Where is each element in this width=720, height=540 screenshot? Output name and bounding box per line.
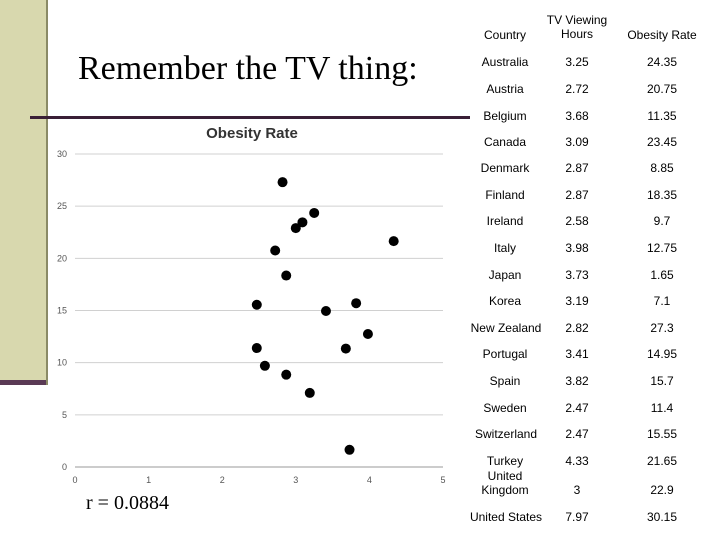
- data-point: [281, 270, 292, 281]
- data-point: [277, 177, 288, 188]
- cell-country: New Zealand: [470, 321, 542, 335]
- cell-country: Austria: [486, 82, 524, 96]
- data-point: [362, 328, 373, 339]
- cell-obesity: 22.9: [650, 483, 674, 497]
- left-accent-bar-bottom: [0, 380, 47, 385]
- cell-tv-hours: 2.82: [565, 321, 589, 335]
- data-point: [259, 360, 270, 371]
- cell-country: Korea: [488, 294, 522, 308]
- y-tick-label: 10: [57, 358, 67, 368]
- cell-obesity: 9.7: [653, 214, 671, 228]
- cell-tv-hours: 3.73: [565, 268, 589, 282]
- header-country: Country: [483, 28, 527, 42]
- cell-obesity: 23.45: [646, 135, 678, 149]
- data-point: [351, 298, 362, 309]
- data-point: [290, 223, 301, 234]
- cell-tv-hours: 3.98: [565, 241, 589, 255]
- cell-country: Japan: [488, 268, 522, 282]
- header-tv-hours: TV Viewing Hours: [546, 13, 608, 41]
- cell-country: Denmark: [480, 161, 530, 175]
- data-point: [344, 444, 355, 455]
- cell-obesity: 21.65: [646, 454, 678, 468]
- title-underline: [30, 116, 470, 119]
- chart-title: Obesity Rate: [206, 125, 298, 142]
- cell-obesity: 7.1: [653, 294, 671, 308]
- data-table: Country TV Viewing Hours Obesity Rate Austr…: [466, 0, 720, 540]
- cell-country: Switzerland: [474, 427, 538, 441]
- data-point: [340, 343, 351, 354]
- cell-tv-hours: 3.09: [565, 135, 589, 149]
- y-tick-label: 0: [62, 462, 67, 472]
- y-tick-label: 15: [57, 306, 67, 316]
- cell-country: Ireland: [486, 214, 524, 228]
- x-tick-label: 5: [440, 475, 445, 485]
- cell-tv-hours: 2.47: [565, 401, 589, 415]
- data-point: [297, 217, 308, 228]
- data-point: [304, 387, 315, 398]
- cell-country: Australia: [481, 55, 529, 69]
- cell-obesity: 12.75: [646, 241, 678, 255]
- cell-country: Italy: [493, 241, 516, 255]
- x-tick-label: 0: [72, 475, 77, 485]
- cell-tv-hours: 4.33: [565, 454, 589, 468]
- x-tick-label: 4: [367, 475, 372, 485]
- cell-obesity: 30.15: [646, 510, 678, 524]
- y-tick-label: 30: [57, 149, 67, 159]
- cell-tv-hours: 7.97: [565, 510, 589, 524]
- cell-country: Turkey: [486, 454, 524, 468]
- cell-obesity: 18.35: [646, 188, 678, 202]
- left-accent-bar: [0, 0, 47, 385]
- cell-obesity: 15.7: [650, 374, 674, 388]
- y-tick-label: 5: [62, 410, 67, 420]
- cell-country: Finland: [485, 188, 525, 202]
- data-point: [388, 236, 399, 247]
- cell-country: Sweden: [483, 401, 527, 415]
- slide-title: Remember the TV thing:: [78, 50, 418, 87]
- cell-country: Portugal: [482, 347, 528, 361]
- scatter-chart: Obesity Rate 0 5 10 15 20 25 30 0 1 2 3 4 5: [57, 125, 446, 485]
- cell-obesity: 20.75: [646, 82, 678, 96]
- cell-tv-hours: 3.82: [565, 374, 589, 388]
- cell-tv-hours: 2.58: [565, 214, 589, 228]
- cell-tv-hours: 2.47: [565, 427, 589, 441]
- x-tick-label: 3: [293, 475, 298, 485]
- cell-obesity: 15.55: [646, 427, 678, 441]
- cell-country: United States: [469, 510, 543, 524]
- data-point: [309, 207, 320, 218]
- data-point: [320, 306, 331, 317]
- data-point: [270, 245, 281, 256]
- cell-tv-hours: 3.25: [565, 55, 589, 69]
- x-tick-label: 2: [220, 475, 225, 485]
- data-point: [281, 369, 292, 380]
- cell-obesity: 8.85: [650, 161, 674, 175]
- cell-tv-hours: 2.87: [565, 188, 589, 202]
- cell-tv-hours: 3.19: [565, 294, 589, 308]
- data-point: [251, 299, 262, 310]
- cell-tv-hours: 2.72: [565, 82, 589, 96]
- cell-country: Spain: [489, 374, 521, 388]
- cell-country: Belgium: [483, 109, 527, 123]
- cell-tv-hours: 3: [573, 483, 581, 497]
- cell-obesity: 11.4: [650, 401, 674, 415]
- cell-obesity: 11.35: [647, 109, 677, 123]
- header-obesity: Obesity Rate: [627, 28, 697, 42]
- cell-tv-hours: 3.41: [565, 347, 589, 361]
- cell-obesity: 24.35: [646, 55, 678, 69]
- cell-tv-hours: 2.87: [565, 161, 589, 175]
- vertical-divider: [46, 0, 48, 385]
- cell-obesity: 14.95: [646, 347, 678, 361]
- x-tick-label: 1: [146, 475, 151, 485]
- cell-country: United Kingdom: [481, 469, 529, 497]
- cell-country: Canada: [483, 135, 527, 149]
- y-tick-label: 25: [57, 201, 67, 211]
- cell-tv-hours: 3.68: [565, 109, 589, 123]
- cell-obesity: 1.65: [650, 268, 674, 282]
- cell-obesity: 27.3: [650, 321, 674, 335]
- y-tick-label: 20: [57, 253, 67, 263]
- data-point: [251, 343, 262, 354]
- correlation-label: r = 0.0884: [86, 492, 169, 514]
